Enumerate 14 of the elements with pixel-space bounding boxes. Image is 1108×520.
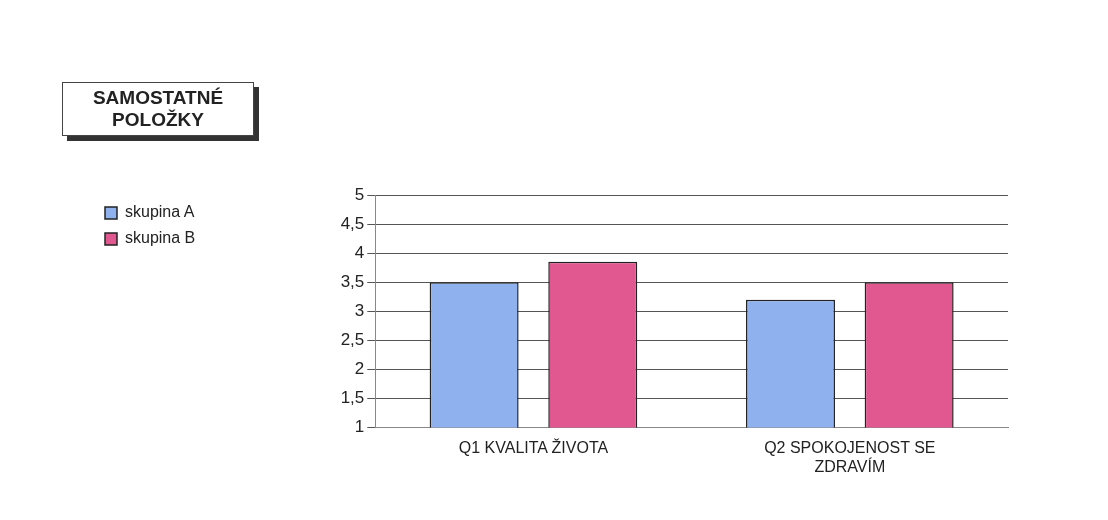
- y-tick-label: 2: [354, 359, 365, 379]
- y-tick-label: 2,5: [340, 330, 365, 350]
- y-tick-label: 1: [354, 417, 365, 437]
- y-tick-label: 4: [354, 242, 365, 262]
- x-tick-label: Q1 KVALITA ŽIVOTA: [458, 437, 609, 456]
- text: SAMOSTATNÉ POLOŽKY: [62, 82, 254, 136]
- y-tick-label: 1,5: [340, 388, 365, 408]
- x-tick-label: Q2 SPOKOJENOST SE ZDRAVÍM: [764, 438, 936, 475]
- y-tick-label: 5: [354, 184, 365, 204]
- y-tick-label: 3,5: [340, 271, 365, 291]
- y-tick-label: 3: [354, 300, 365, 320]
- y-tick-label: 4,5: [340, 213, 365, 233]
- legend-label: skupina B: [125, 229, 196, 247]
- legend-label: skupina A: [125, 203, 195, 221]
